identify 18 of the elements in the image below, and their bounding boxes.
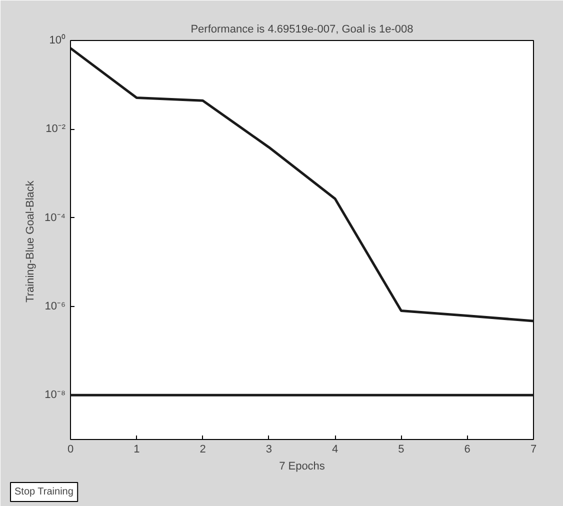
x-tick-label: 1 [134, 444, 140, 456]
y-axis-title: Training-Blue Goal-Black [24, 180, 37, 302]
y-tick-label: 10⁻⁶ [44, 300, 66, 312]
chart-title: Performance is 4.69519e-007, Goal is 1e-008 [190, 24, 414, 36]
y-tick-label: 10⁰ [49, 34, 66, 46]
x-tick-label: 6 [464, 444, 470, 456]
text: Stop Training [14, 486, 74, 498]
x-tick-label: 5 [398, 444, 404, 456]
y-tick-label: 10⁻⁸ [44, 389, 66, 402]
y-tick-label: 10⁻⁴ [44, 212, 66, 224]
x-axis-title: 7 Epochs [279, 460, 326, 472]
y-tick-label: 10⁻² [46, 123, 66, 136]
x-tick-label: 0 [67, 444, 74, 456]
x-tick-label: 2 [200, 444, 206, 456]
line-series [70, 46, 534, 322]
x-tick-label: 4 [332, 444, 338, 456]
x-tick-label: 3 [266, 444, 272, 456]
x-tick-label: 7 [530, 444, 537, 456]
